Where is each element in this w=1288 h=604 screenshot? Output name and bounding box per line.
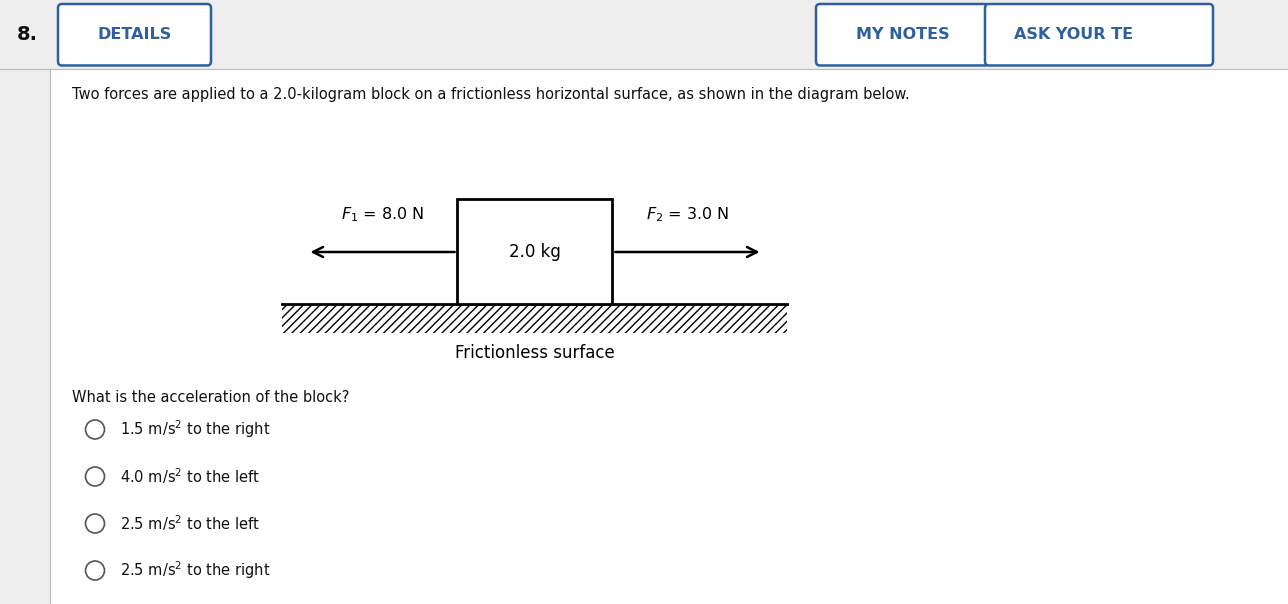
Bar [50, 69, 1288, 604]
Text: 1.5 m/s$^2$ to the right: 1.5 m/s$^2$ to the right [120, 419, 270, 440]
Bar [282, 304, 787, 332]
FancyBboxPatch shape [985, 4, 1213, 65]
Bar [0, 0, 1288, 69]
FancyBboxPatch shape [58, 4, 211, 65]
Text: ASK YOUR TE: ASK YOUR TE [1014, 27, 1133, 42]
Text: 2.5 m/s$^2$ to the right: 2.5 m/s$^2$ to the right [120, 560, 270, 581]
Text: 4.0 m/s$^2$ to the left: 4.0 m/s$^2$ to the left [120, 467, 260, 486]
Text: 8.: 8. [17, 25, 37, 44]
Text: $F_2$ = 3.0 N: $F_2$ = 3.0 N [645, 205, 729, 224]
Text: 2.0 kg: 2.0 kg [509, 243, 562, 261]
FancyBboxPatch shape [817, 4, 989, 65]
Text: DETAILS: DETAILS [98, 27, 171, 42]
Text: 2.5 m/s$^2$ to the left: 2.5 m/s$^2$ to the left [120, 513, 260, 533]
Text: Two forces are applied to a 2.0-kilogram block on a frictionless horizontal surf: Two forces are applied to a 2.0-kilogram… [72, 88, 909, 103]
Text: What is the acceleration of the block?: What is the acceleration of the block? [72, 390, 349, 405]
Bar [457, 199, 613, 304]
Text: Frictionless surface: Frictionless surface [455, 344, 614, 362]
Text: $F_1$ = 8.0 N: $F_1$ = 8.0 N [341, 205, 424, 224]
Text: MY NOTES: MY NOTES [855, 27, 949, 42]
